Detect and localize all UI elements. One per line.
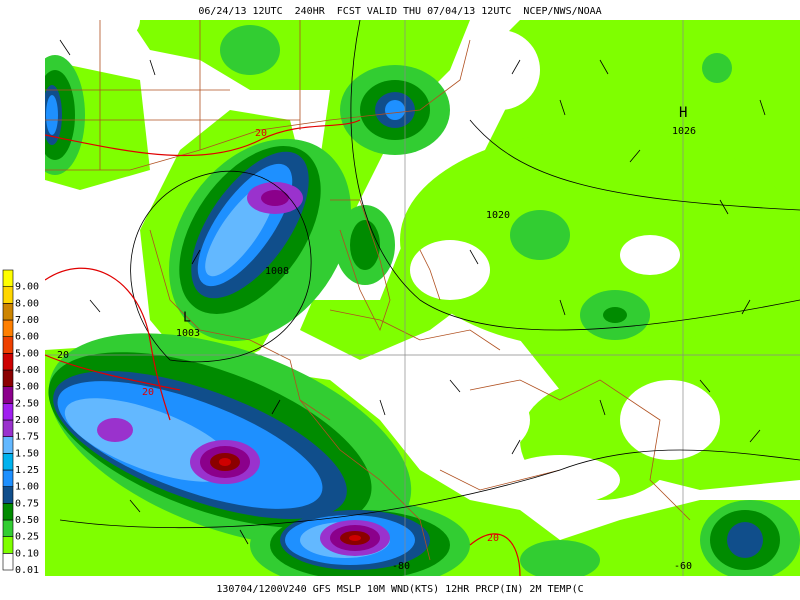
legend-label: 1.25 <box>15 465 39 476</box>
legend-swatch <box>2 469 14 487</box>
legend-label: 0.75 <box>15 498 39 509</box>
map-title: 06/24/13 12UTC 240HR FCST VALID THU 07/0… <box>198 6 601 17</box>
legend-swatch <box>2 486 14 504</box>
legend-swatch <box>2 319 14 337</box>
precip-field <box>45 20 800 576</box>
legend-label: 0.25 <box>15 532 39 543</box>
legend-swatch <box>2 553 14 571</box>
temp-label: 20 <box>142 387 154 398</box>
high-marker: H <box>679 105 687 121</box>
pressure-label: 1003 <box>176 328 200 339</box>
legend-label: 3.00 <box>15 382 39 393</box>
longitude-label: -80 <box>392 561 410 572</box>
legend-swatch <box>2 403 14 421</box>
legend-label: 2.50 <box>15 398 39 409</box>
map-caption: 130704/1200V240 GFS MSLP 10M WND(KTS) 12… <box>216 584 583 595</box>
temp-label: 20 <box>487 533 499 544</box>
precip-legend: 0.01 0.10 0.25 0.50 0.75 1.00 1.25 1.50 1.75 2.00… <box>2 269 39 576</box>
temperature-contours <box>45 119 521 576</box>
pressure-label: 1026 <box>672 126 696 137</box>
legend-label: 8.00 <box>15 298 39 309</box>
temp-label: 20 <box>57 350 69 361</box>
legend-swatch <box>2 369 14 387</box>
legend-label: 0.10 <box>15 548 39 559</box>
legend-swatch <box>2 286 14 304</box>
legend-swatch <box>2 436 14 454</box>
legend-swatch <box>2 419 14 437</box>
map-labels: 20 1008 L 1003 1020 H 1026 20 20 -80 -60… <box>57 105 696 572</box>
legend-swatch <box>2 269 14 287</box>
legend-swatch <box>2 503 14 521</box>
isobars <box>59 20 800 529</box>
legend-swatch <box>2 303 14 321</box>
legend-swatch <box>2 336 14 354</box>
longitude-label: -60 <box>674 561 692 572</box>
low-marker: L <box>183 311 191 326</box>
legend-swatch <box>2 536 14 554</box>
legend-label: 1.50 <box>15 448 39 459</box>
legend-swatch <box>2 453 14 471</box>
map-area: 20 1008 L 1003 1020 H 1026 20 20 -80 -60… <box>45 20 800 576</box>
legend-label: 6.00 <box>15 332 39 343</box>
wind-barbs <box>59 39 766 545</box>
legend-label: 7.00 <box>15 315 39 326</box>
legend-label: 1.75 <box>15 432 39 443</box>
temp-label: 20 <box>255 128 267 139</box>
legend-label: 9.00 <box>15 282 39 293</box>
legend-label: 0.50 <box>15 515 39 526</box>
coastlines <box>45 20 691 561</box>
pressure-label: 1008 <box>265 266 289 277</box>
pressure-label: 1020 <box>486 210 510 221</box>
legend-label: 0.01 <box>15 565 39 576</box>
legend-swatch <box>2 519 14 537</box>
grid <box>45 20 800 576</box>
legend-label: 2.00 <box>15 415 39 426</box>
legend-label: 5.00 <box>15 348 39 359</box>
legend-swatch <box>2 353 14 371</box>
legend-label: 1.00 <box>15 482 39 493</box>
legend-label: 4.00 <box>15 365 39 376</box>
legend-swatch <box>2 386 14 404</box>
